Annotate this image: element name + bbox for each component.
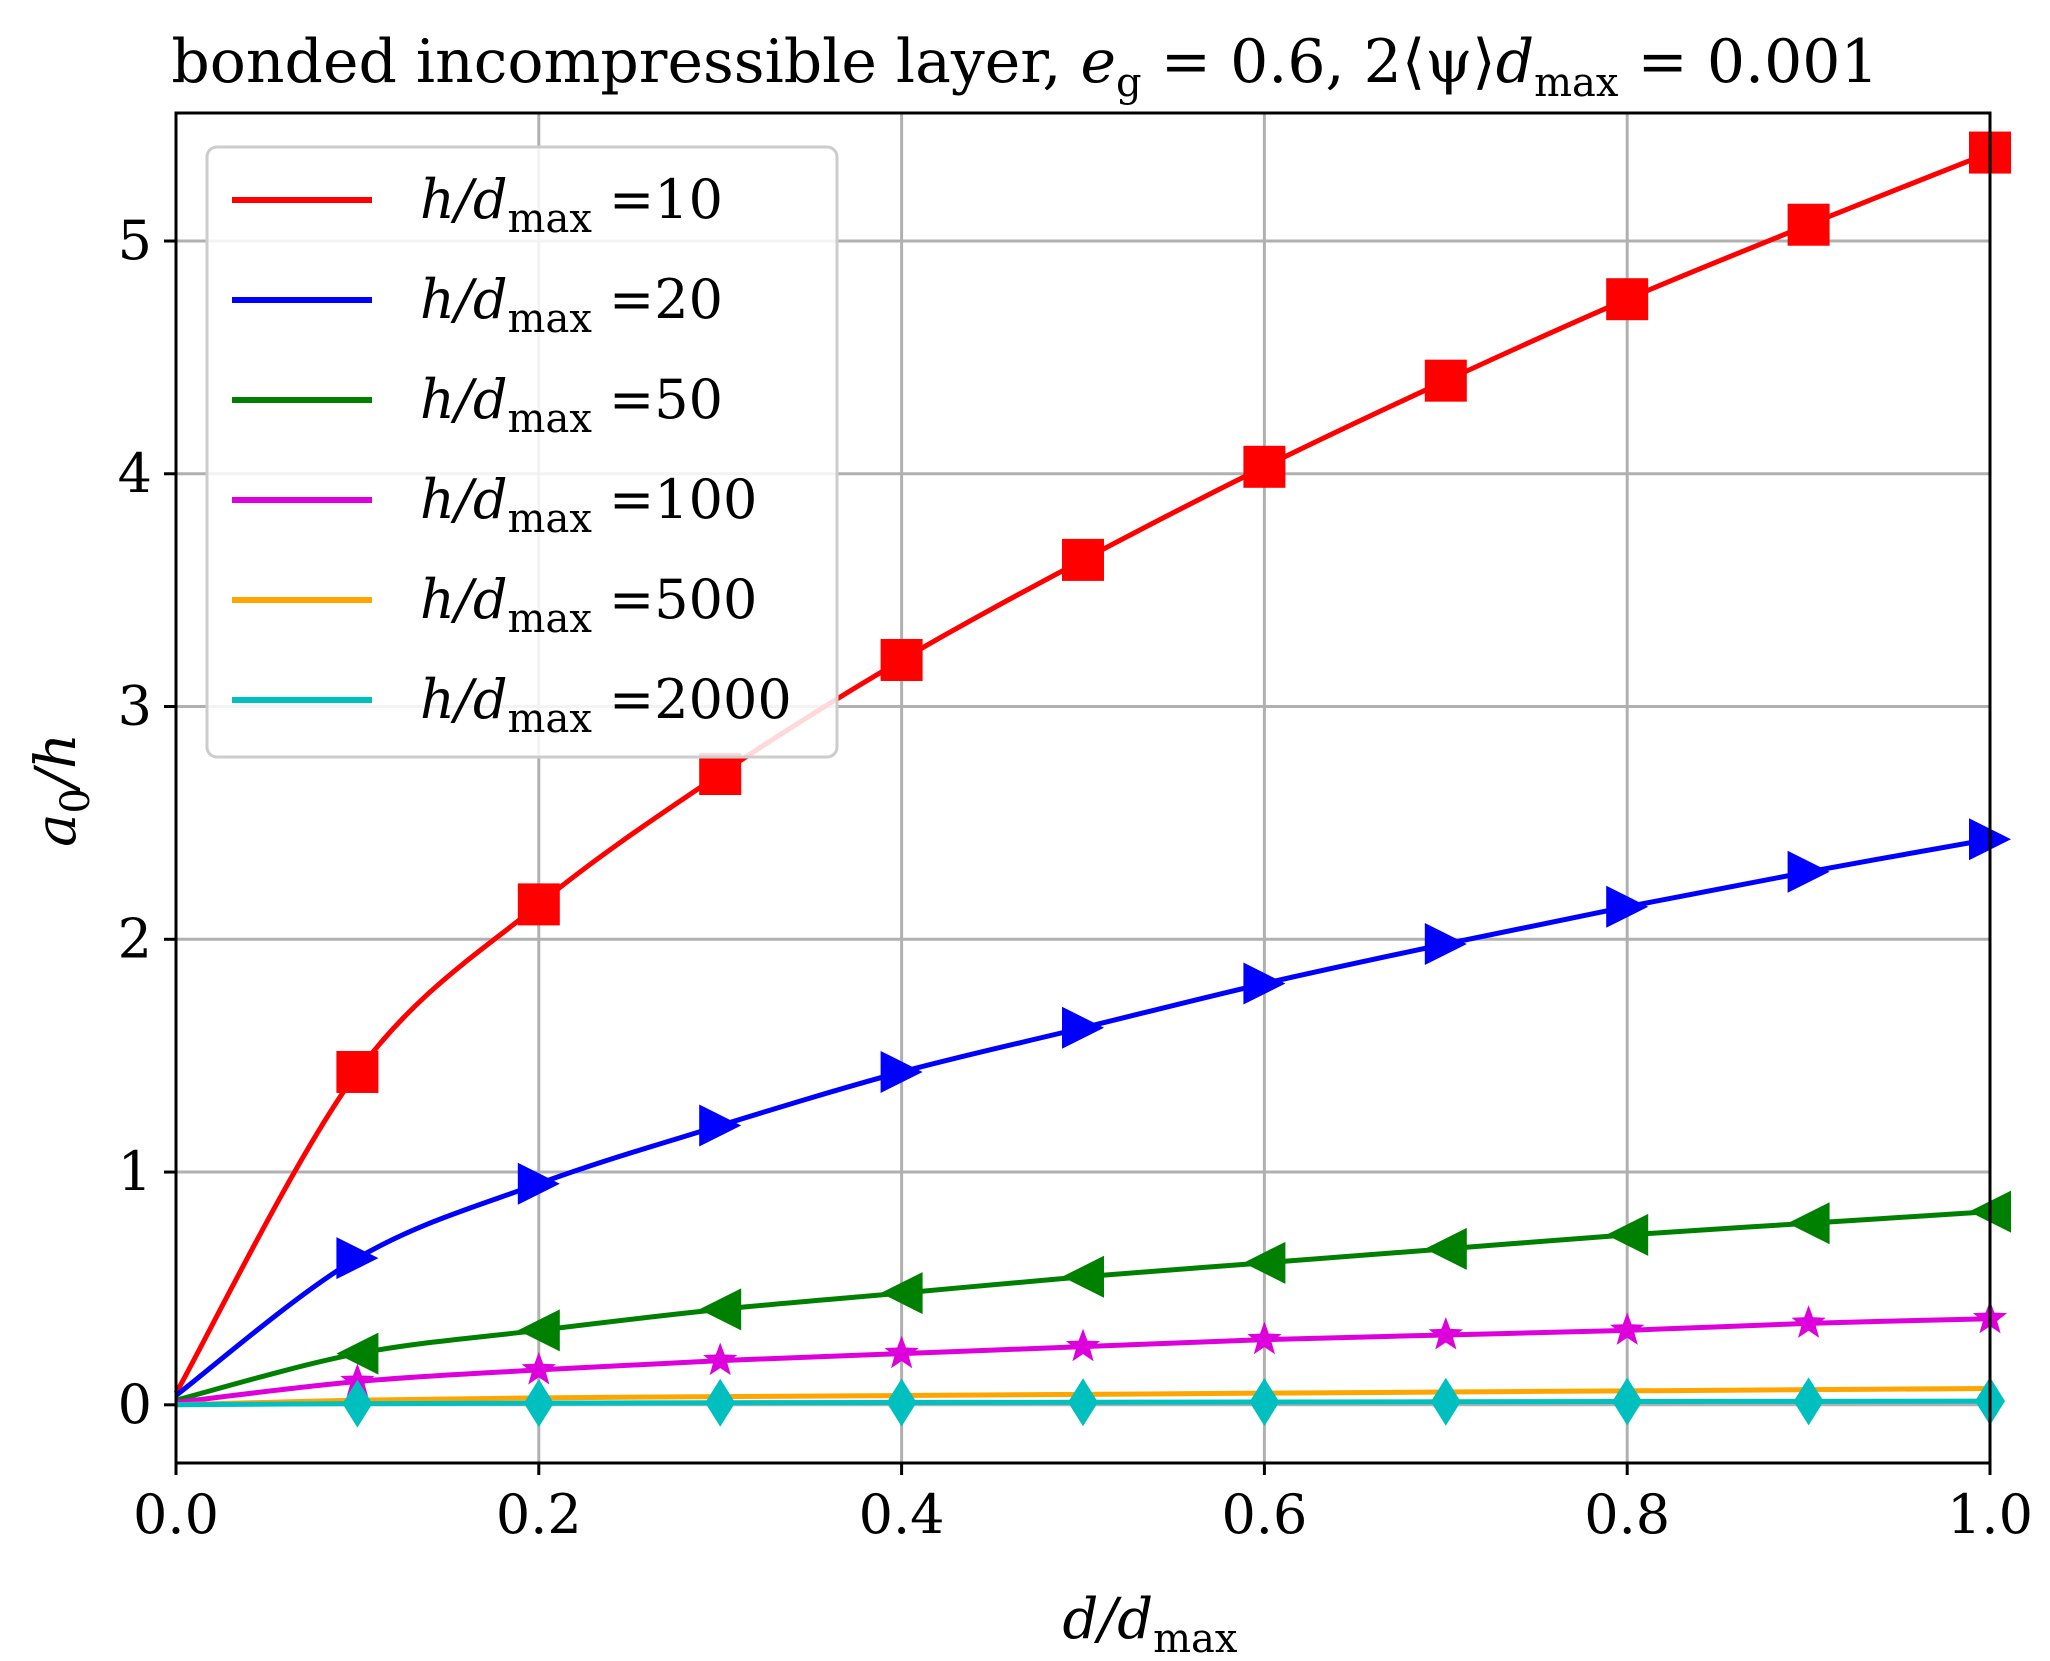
data-point bbox=[703, 1342, 738, 1376]
y-tick-label: 2 bbox=[118, 907, 152, 970]
data-point bbox=[1062, 1255, 1104, 1298]
y-tick-label: 3 bbox=[118, 675, 152, 738]
data-point bbox=[1062, 1006, 1104, 1049]
data-point bbox=[1243, 445, 1286, 488]
data-point bbox=[1787, 850, 1830, 893]
legend-entry-2: h/dmax =50 bbox=[232, 368, 723, 442]
series-5 bbox=[175, 1377, 2005, 1428]
chart-title: bonded incompressible layer, eg = 0.6, 2… bbox=[171, 27, 1878, 106]
data-point bbox=[1787, 203, 1830, 246]
data-point bbox=[1606, 885, 1649, 928]
data-point bbox=[1243, 1241, 1286, 1284]
data-point bbox=[1424, 1227, 1467, 1270]
x-tick-label: 0.0 bbox=[133, 1483, 219, 1546]
series-3 bbox=[175, 1300, 2008, 1405]
data-point bbox=[523, 1379, 554, 1428]
data-point bbox=[1424, 922, 1467, 965]
series-line-2 bbox=[175, 1209, 1991, 1403]
data-point bbox=[699, 1288, 742, 1331]
axis-ticks: 0.0 0.2 0.4 0.6 0.8 1.0 0 1 2 3 4 5 bbox=[118, 209, 2033, 1546]
data-point bbox=[1247, 1321, 1282, 1355]
data-point bbox=[1430, 1377, 1461, 1426]
legend: h/dmax =10 h/dmax =20 h/dmax =50 h/dmax =10… bbox=[205, 145, 839, 759]
data-point bbox=[699, 1104, 742, 1147]
x-axis-label: d/dmax bbox=[1063, 1587, 1238, 1661]
data-point bbox=[1787, 1202, 1830, 1245]
data-point bbox=[336, 1237, 379, 1280]
x-tick-label: 0.4 bbox=[859, 1483, 945, 1546]
series-0 bbox=[173, 131, 2011, 1395]
data-point bbox=[880, 1050, 923, 1093]
series-2 bbox=[175, 1190, 2011, 1403]
y-tick-label: 1 bbox=[118, 1140, 152, 1203]
data-point bbox=[884, 1335, 919, 1369]
x-tick-label: 0.2 bbox=[496, 1483, 582, 1546]
data-point bbox=[1606, 1213, 1649, 1256]
x-tick-label: 0.6 bbox=[1221, 1483, 1307, 1546]
data-point bbox=[1249, 1378, 1280, 1427]
series-line-1 bbox=[174, 836, 1991, 1398]
data-point bbox=[1610, 1312, 1645, 1345]
data-point bbox=[1065, 1328, 1101, 1362]
data-point bbox=[1243, 962, 1286, 1005]
data-point bbox=[1606, 278, 1649, 321]
y-tick-label: 4 bbox=[118, 442, 152, 505]
series-layer bbox=[173, 131, 2011, 1428]
data-point bbox=[1793, 1377, 1824, 1426]
legend-label: h/dmax =2000 bbox=[420, 668, 792, 742]
data-point bbox=[517, 1162, 560, 1205]
legend-label: h/dmax =500 bbox=[420, 568, 757, 642]
data-point bbox=[1068, 1378, 1098, 1427]
data-point bbox=[336, 1332, 379, 1375]
data-point bbox=[1791, 1305, 1826, 1338]
legend-label: h/dmax =100 bbox=[420, 468, 757, 542]
data-point bbox=[1424, 359, 1467, 402]
legend-entry-3: h/dmax =100 bbox=[232, 468, 757, 542]
data-point bbox=[880, 1272, 923, 1315]
data-point bbox=[699, 753, 742, 796]
legend-entry-0: h/dmax =10 bbox=[232, 168, 723, 242]
data-point bbox=[336, 1050, 379, 1093]
data-point bbox=[517, 883, 560, 926]
legend-label: h/dmax =10 bbox=[420, 168, 723, 242]
plot-frame bbox=[174, 111, 1992, 1465]
legend-entry-1: h/dmax =20 bbox=[232, 268, 723, 342]
data-point bbox=[521, 1351, 556, 1385]
y-tick-label: 0 bbox=[118, 1373, 152, 1436]
data-point bbox=[1062, 538, 1104, 581]
data-point bbox=[705, 1378, 736, 1427]
data-point bbox=[880, 638, 923, 681]
legend-entry-5: h/dmax =2000 bbox=[232, 668, 792, 742]
legend-entry-4: h/dmax =500 bbox=[232, 568, 757, 642]
x-tick-label: 0.8 bbox=[1584, 1483, 1670, 1546]
data-point bbox=[886, 1378, 917, 1427]
series-1 bbox=[174, 818, 2011, 1398]
y-tick-label: 5 bbox=[118, 209, 152, 272]
data-point bbox=[1428, 1317, 1463, 1350]
data-point bbox=[517, 1309, 560, 1352]
y-axis-label: a0/h bbox=[24, 733, 99, 847]
data-point bbox=[342, 1379, 373, 1428]
series-line-0 bbox=[173, 150, 1991, 1395]
legend-label: h/dmax =50 bbox=[420, 368, 723, 442]
legend-label: h/dmax =20 bbox=[420, 268, 723, 342]
x-tick-label: 1.0 bbox=[1947, 1483, 2033, 1546]
data-point bbox=[1612, 1377, 1643, 1426]
